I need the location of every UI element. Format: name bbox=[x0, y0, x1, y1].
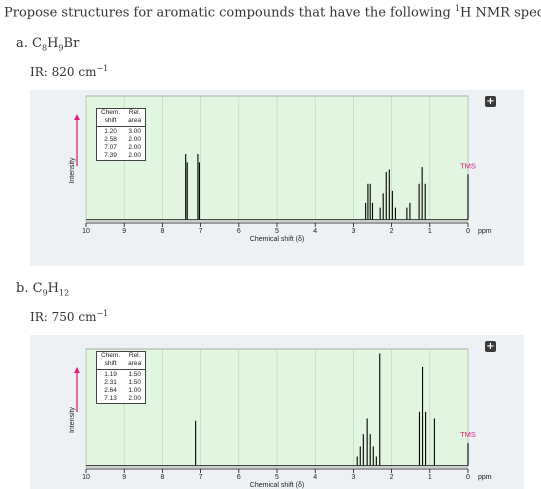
table-row: 7.39 2.00 bbox=[104, 152, 141, 159]
x-tick-label: 10 bbox=[82, 228, 90, 235]
x-tick-label: 3 bbox=[351, 474, 355, 481]
part-a-label: a. C8H9Br bbox=[16, 36, 80, 53]
x-tick-label: 0 bbox=[466, 474, 470, 481]
table-row: 2.58 2.00 bbox=[104, 136, 141, 143]
tms-annotation: TMS bbox=[460, 161, 476, 170]
y-axis-label: Intensity bbox=[69, 406, 76, 433]
x-tick-label: 2 bbox=[390, 228, 394, 235]
part-b-formula: C9H12 bbox=[32, 281, 70, 298]
part-b-ir: IR: 750 cm−1 bbox=[30, 309, 109, 324]
x-tick-label: 4 bbox=[313, 228, 317, 235]
x-tick-label: 8 bbox=[160, 474, 164, 481]
x-tick-label: 0 bbox=[466, 228, 470, 235]
ppm-unit-label: ppm bbox=[478, 474, 492, 481]
x-tick-label: 1 bbox=[428, 474, 432, 481]
table-row: 1.20 3.00 bbox=[104, 128, 141, 135]
x-tick-label: 10 bbox=[82, 474, 90, 481]
table-row: 1.19 1.50 bbox=[104, 371, 141, 378]
shift-table-a: Chem. Rel. shift area 1.20 3.00 2.58 2.00 7.… bbox=[96, 108, 147, 161]
x-tick-label: 7 bbox=[199, 474, 203, 481]
x-axis-label: Chemical shift (δ) bbox=[250, 482, 304, 489]
x-tick-label: 7 bbox=[199, 228, 203, 235]
intensity-arrow-head bbox=[74, 367, 80, 373]
table-row: 2.31 1.50 bbox=[104, 379, 141, 386]
expand-button-a[interactable]: + bbox=[485, 96, 496, 107]
spectrum-panel-a: 10 9 8 7 6 5 4 3 2 1 0 ppm Chemical shift (δ) Intensi… bbox=[30, 90, 524, 266]
x-tick-label: 1 bbox=[428, 228, 432, 235]
x-tick-label: 4 bbox=[313, 474, 317, 481]
y-axis-label: Intensity bbox=[69, 157, 76, 184]
x-tick-label: 2 bbox=[390, 474, 394, 481]
x-axis-label: Chemical shift (δ) bbox=[250, 236, 304, 243]
part-b-label: b. C9H12 bbox=[16, 281, 70, 298]
table-row: 7.13 2.00 bbox=[104, 395, 141, 402]
table-row: 7.07 2.00 bbox=[104, 144, 141, 151]
x-tick-label: 6 bbox=[237, 228, 241, 235]
x-tick-label: 3 bbox=[351, 228, 355, 235]
question-prompt: Propose structures for aromatic compound… bbox=[4, 4, 541, 21]
x-tick-label: 8 bbox=[160, 228, 164, 235]
tms-annotation: TMS bbox=[460, 430, 476, 439]
spectrum-panel-b: 10 9 8 7 6 5 4 3 2 1 0 ppm Chemical shift (δ) Intensi… bbox=[30, 335, 524, 489]
x-tick-label: 5 bbox=[275, 474, 279, 481]
x-tick-label: 6 bbox=[237, 474, 241, 481]
table-row: 2.64 1.00 bbox=[104, 387, 141, 394]
expand-button-b[interactable]: + bbox=[485, 341, 496, 352]
part-a-ir: IR: 820 cm−1 bbox=[30, 64, 109, 79]
x-tick-label: 9 bbox=[122, 474, 126, 481]
x-tick-label: 9 bbox=[122, 228, 126, 235]
ppm-unit-label: ppm bbox=[478, 228, 492, 235]
part-a-formula: C8H9Br bbox=[32, 36, 80, 53]
intensity-arrow-head bbox=[74, 114, 80, 120]
shift-table-b: Chem. Rel. shift area 1.19 1.50 2.31 1.50 2.… bbox=[96, 351, 147, 404]
x-tick-label: 5 bbox=[275, 228, 279, 235]
